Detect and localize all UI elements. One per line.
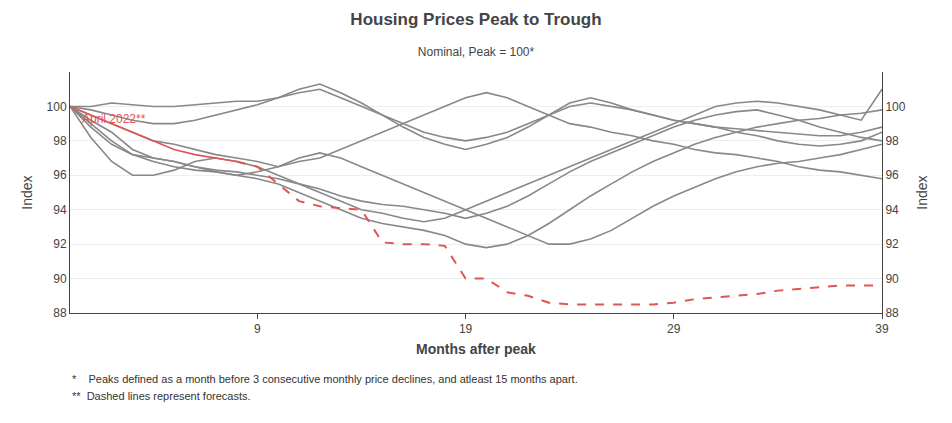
svg-text:* Peaks defined as a month: * Peaks defined as a month before 3 cons… [72,373,578,385]
svg-text:88: 88 [885,306,899,320]
svg-text:Nominal, Peak = 100*: Nominal, Peak = 100* [418,45,535,59]
svg-text:100: 100 [885,100,905,114]
svg-text:9: 9 [254,322,261,336]
svg-text:Index: Index [19,175,35,209]
svg-text:Housing Prices Peak to Trough: Housing Prices Peak to Trough [350,10,601,29]
svg-text:92: 92 [885,237,899,251]
svg-text:39: 39 [875,322,889,336]
svg-text:April 2022**: April 2022** [82,112,146,126]
svg-text:94: 94 [885,203,899,217]
svg-text:100: 100 [47,100,67,114]
svg-text:96: 96 [885,168,899,182]
svg-text:98: 98 [53,134,67,148]
svg-text:88: 88 [53,306,67,320]
svg-text:98: 98 [885,134,899,148]
svg-text:94: 94 [53,203,67,217]
svg-text:29: 29 [667,322,681,336]
svg-text:96: 96 [53,168,67,182]
svg-text:Index: Index [914,175,930,209]
svg-text:** Dashed lines represent for: ** Dashed lines represent forecasts. [72,390,251,402]
svg-text:90: 90 [53,272,67,286]
svg-text:19: 19 [459,322,473,336]
svg-text:Months after peak: Months after peak [416,341,536,357]
svg-text:90: 90 [885,272,899,286]
svg-text:92: 92 [53,237,67,251]
